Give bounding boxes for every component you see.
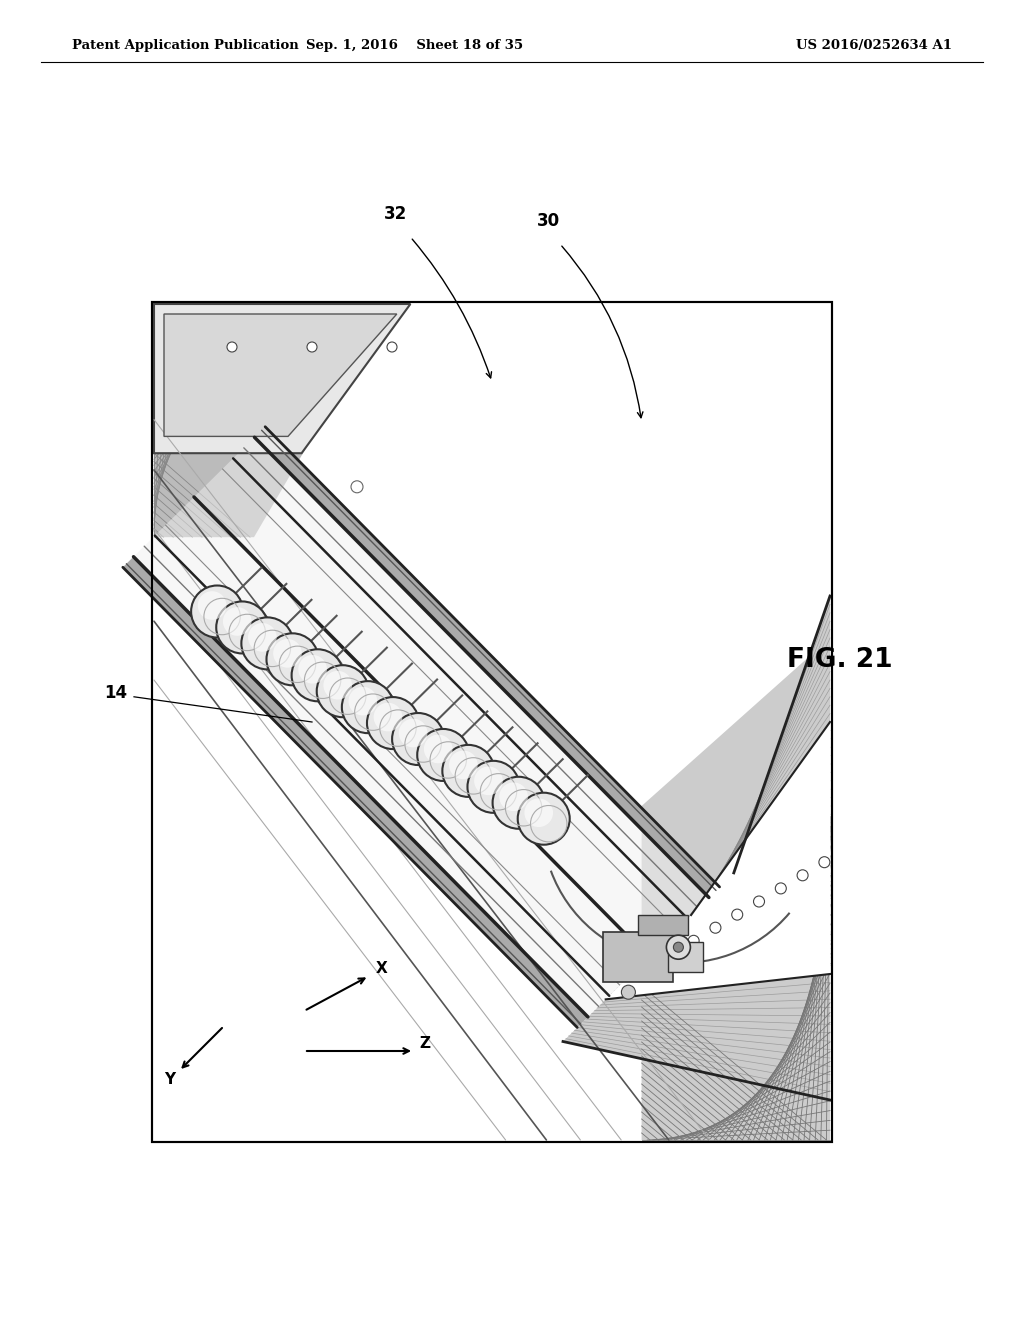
- Circle shape: [292, 649, 344, 701]
- Text: 30: 30: [537, 213, 559, 230]
- Circle shape: [674, 942, 683, 952]
- Circle shape: [316, 665, 369, 717]
- Circle shape: [242, 618, 293, 669]
- Polygon shape: [154, 304, 830, 1140]
- Circle shape: [367, 697, 419, 748]
- Circle shape: [387, 342, 397, 352]
- Polygon shape: [642, 638, 830, 1140]
- Circle shape: [710, 923, 721, 933]
- Text: US 2016/0252634 A1: US 2016/0252634 A1: [796, 38, 952, 51]
- Circle shape: [474, 767, 503, 795]
- Circle shape: [450, 751, 477, 779]
- Text: Y: Y: [164, 1072, 175, 1086]
- Polygon shape: [563, 597, 830, 1100]
- Circle shape: [732, 909, 742, 920]
- Polygon shape: [255, 426, 720, 898]
- Circle shape: [374, 702, 402, 731]
- Polygon shape: [154, 304, 390, 537]
- Text: Sep. 1, 2016    Sheet 18 of 35: Sep. 1, 2016 Sheet 18 of 35: [306, 38, 523, 51]
- Bar: [152, 302, 831, 1142]
- Text: X: X: [376, 961, 388, 975]
- Polygon shape: [154, 304, 411, 453]
- Circle shape: [754, 896, 765, 907]
- Circle shape: [493, 776, 545, 829]
- Circle shape: [424, 735, 453, 763]
- Circle shape: [324, 671, 352, 700]
- Bar: [638, 915, 688, 935]
- Circle shape: [442, 744, 495, 797]
- Circle shape: [500, 783, 528, 810]
- Bar: [669, 942, 703, 973]
- Circle shape: [227, 342, 237, 352]
- Circle shape: [688, 936, 699, 946]
- Circle shape: [524, 799, 553, 828]
- Text: 32: 32: [384, 205, 407, 223]
- Text: Patent Application Publication: Patent Application Publication: [72, 38, 299, 51]
- Bar: [603, 932, 674, 982]
- Polygon shape: [133, 437, 709, 1016]
- Circle shape: [348, 686, 377, 715]
- Circle shape: [775, 883, 786, 894]
- Circle shape: [198, 591, 226, 620]
- Circle shape: [342, 681, 394, 733]
- Circle shape: [392, 713, 444, 766]
- Circle shape: [273, 639, 302, 668]
- Circle shape: [667, 935, 690, 960]
- Circle shape: [191, 586, 243, 638]
- Circle shape: [518, 793, 569, 845]
- Circle shape: [417, 729, 469, 781]
- Circle shape: [266, 634, 318, 685]
- Circle shape: [223, 607, 252, 636]
- Bar: [152, 302, 831, 1142]
- Circle shape: [216, 602, 268, 653]
- Circle shape: [298, 655, 327, 684]
- Text: FIG. 21: FIG. 21: [787, 647, 893, 673]
- Circle shape: [797, 870, 808, 880]
- Circle shape: [819, 857, 829, 867]
- Polygon shape: [123, 557, 588, 1027]
- Polygon shape: [606, 722, 830, 999]
- Circle shape: [468, 760, 519, 813]
- Circle shape: [622, 985, 636, 999]
- Text: 14: 14: [103, 684, 127, 702]
- Text: Z: Z: [419, 1036, 430, 1051]
- Polygon shape: [164, 314, 396, 437]
- Circle shape: [307, 342, 317, 352]
- Circle shape: [248, 623, 276, 652]
- Circle shape: [398, 718, 427, 747]
